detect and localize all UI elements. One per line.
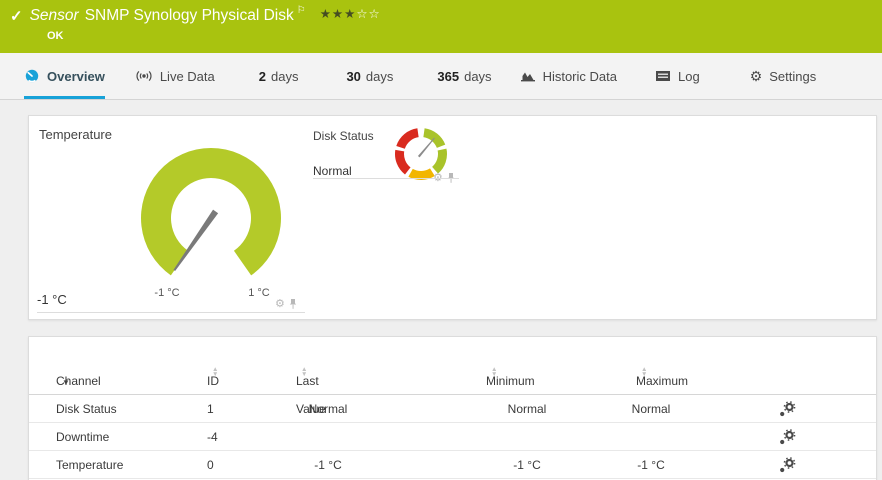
tab-365-days[interactable]: 365 days [437, 53, 491, 99]
log-icon [655, 70, 671, 82]
divider [37, 312, 305, 313]
priority-stars[interactable]: ★★★☆☆ [320, 6, 381, 21]
cell-last-value: -1 °C [314, 458, 342, 472]
sort-icon: ▲ ▼ [212, 366, 219, 378]
tab-label: days [365, 68, 394, 84]
tab-log[interactable]: Log [655, 53, 700, 99]
channel-settings-icon[interactable] [771, 395, 803, 423]
gauges-panel: Temperature -1 °C 1 °C -1 °C ⚙ Disk Stat… [28, 115, 877, 320]
pin-icon[interactable] [446, 172, 456, 184]
gauge-needle [173, 209, 219, 271]
cell-maximum: Normal [631, 402, 671, 416]
cell-minimum: Normal [507, 402, 547, 416]
tab-overview[interactable]: Overview [24, 53, 105, 99]
object-kind-label: Sensor [29, 7, 79, 24]
cell-maximum: -1 °C [637, 458, 665, 472]
pin-icon[interactable] [288, 298, 298, 310]
cell-last-value: Normal [308, 402, 348, 416]
sensor-status-badge: OK [47, 30, 64, 42]
tab-historic-data[interactable]: Historic Data [520, 53, 617, 99]
gauge-needle [417, 137, 435, 158]
cell-channel: Disk Status [56, 402, 117, 416]
chart-icon [520, 69, 536, 83]
column-header-channel[interactable]: Channel ▼ [56, 374, 101, 388]
temperature-gauge-title: Temperature [39, 127, 112, 142]
temperature-min-label: -1 °C [154, 287, 180, 299]
tab-label: Log [677, 68, 700, 84]
table-row[interactable]: Downtime -4 [29, 423, 876, 451]
divider [313, 178, 459, 179]
stars-empty[interactable]: ☆☆ [356, 7, 381, 21]
gauge-settings-icon[interactable]: ⚙ [275, 298, 285, 310]
temperature-gauge-actions: ⚙ [275, 298, 298, 310]
sort-icon: ▲ ▼ [301, 366, 308, 378]
ok-check-icon: ✓ [10, 8, 23, 25]
channels-panel: Channel ▼ ID ▲ ▼ Last Value ▲ ▼ Minimum ▲ ▼ Max… [28, 336, 877, 480]
sort-desc-icon: ▼ [62, 378, 70, 387]
cell-minimum: -1 °C [513, 458, 541, 472]
tab-label: days [270, 68, 299, 84]
tab-label: days [464, 68, 492, 84]
disk-status-current-value: Normal [313, 164, 352, 178]
cell-id: 1 [207, 402, 214, 416]
cell-id: 0 [207, 458, 214, 472]
channel-settings-icon[interactable] [771, 423, 803, 451]
sort-icon: ▲ ▼ [491, 366, 498, 378]
temperature-max-label: 1 °C [248, 287, 270, 299]
table-row[interactable]: Temperature 0 -1 °C -1 °C -1 °C [29, 451, 876, 479]
sensor-title-line: ✓ Sensor SNMP Synology Physical Disk ⚐ ★… [10, 5, 381, 25]
tab-label: Settings [769, 68, 817, 84]
temperature-current-value: -1 °C [37, 292, 67, 307]
tab-2-days[interactable]: 2 days [259, 53, 299, 99]
cell-channel: Downtime [56, 430, 110, 444]
tab-label: Live Data [159, 68, 215, 84]
sensor-name: SNMP Synology Physical Disk [84, 7, 294, 24]
disk-status-gauge-title: Disk Status [313, 129, 374, 143]
gauge-icon [24, 68, 40, 84]
cell-id: -4 [207, 430, 218, 444]
cell-channel: Temperature [56, 458, 124, 472]
table-row[interactable]: Disk Status 1 Normal Normal Normal [29, 395, 876, 423]
sort-icon: ▲ ▼ [641, 366, 648, 378]
sensor-header: ✓ Sensor SNMP Synology Physical Disk ⚐ ★… [0, 0, 882, 53]
tab-live-data[interactable]: Live Data [135, 53, 215, 99]
stars-filled[interactable]: ★★★ [319, 7, 357, 21]
tab-label: Overview [47, 68, 105, 84]
tab-label: Historic Data [542, 68, 617, 84]
tab-number: 365 [437, 68, 460, 84]
flag-icon[interactable]: ⚐ [296, 5, 306, 16]
temperature-gauge [141, 147, 281, 276]
channel-settings-icon[interactable] [771, 451, 803, 479]
tab-number: 2 [258, 68, 266, 84]
live-icon [135, 69, 153, 83]
tab-settings[interactable]: ⚙ Settings [750, 53, 817, 99]
tab-bar: Overview Live Data 2 days 30 days 365 da… [0, 53, 882, 100]
tab-30-days[interactable]: 30 days [346, 53, 393, 99]
table-header-row: Channel ▼ ID ▲ ▼ Last Value ▲ ▼ Minimum ▲ ▼ Max… [29, 366, 876, 416]
gear-icon: ⚙ [749, 67, 763, 84]
tab-number: 30 [346, 68, 361, 84]
